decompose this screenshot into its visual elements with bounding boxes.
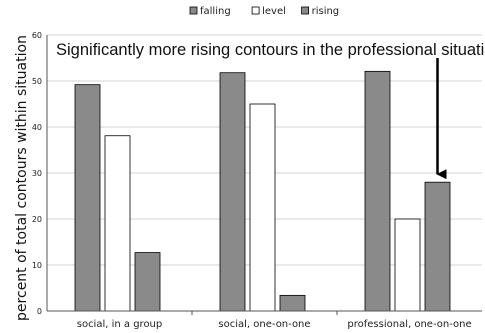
x-tick-label: social, one-on-one xyxy=(218,319,310,330)
y-tick-label: 30 xyxy=(32,169,42,178)
bar-falling-2 xyxy=(219,72,246,312)
bar-falling-3 xyxy=(364,70,391,312)
y-tick-label: 10 xyxy=(32,261,42,270)
y-tick-label: 20 xyxy=(32,215,42,224)
y-tick-label: 60 xyxy=(32,31,42,40)
legend-swatch-level xyxy=(251,6,260,15)
legend-label-level: level xyxy=(262,6,286,17)
bars xyxy=(74,70,451,312)
bar-falling-1 xyxy=(74,84,101,312)
legend-swatch-falling xyxy=(189,6,198,15)
bar-level-2 xyxy=(249,103,276,312)
bar-rising-3 xyxy=(424,181,451,312)
bar-rising-1 xyxy=(134,252,161,312)
legend-label-falling: falling xyxy=(200,6,231,17)
y-tick-label: 50 xyxy=(32,77,42,86)
bar-level-3 xyxy=(394,218,421,312)
y-axis-label: percent of total contours within situati… xyxy=(14,35,30,321)
x-tick-label: professional, one-on-one xyxy=(347,319,471,330)
legend-label-rising: rising xyxy=(312,6,340,17)
annotation-text: Significantly more rising contours in th… xyxy=(56,41,485,59)
legend: falling level rising xyxy=(189,6,340,17)
bar-rising-2 xyxy=(279,294,306,312)
legend-swatch-rising xyxy=(301,6,310,15)
y-tick-label: 0 xyxy=(37,307,42,316)
y-tick-label: 40 xyxy=(32,123,42,132)
axes: 0 10 20 30 40 50 60 social, in a group social, o… xyxy=(32,31,482,330)
bar-level-1 xyxy=(104,135,131,312)
x-tick-label: social, in a group xyxy=(77,319,163,330)
